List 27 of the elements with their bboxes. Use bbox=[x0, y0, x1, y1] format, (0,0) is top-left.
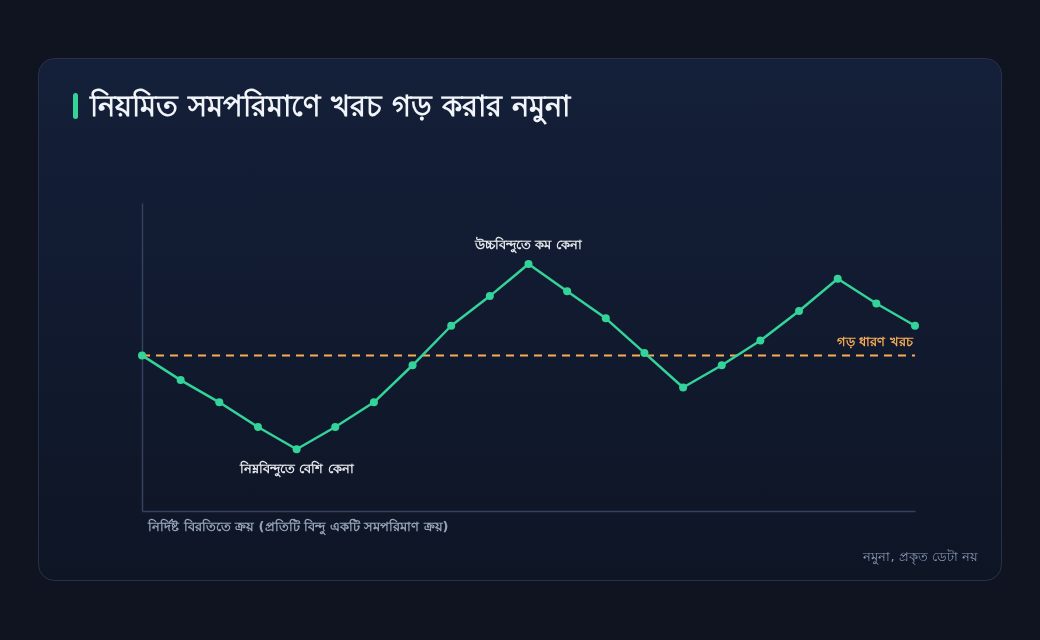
point bbox=[176, 376, 185, 385]
point bbox=[253, 423, 262, 432]
point bbox=[679, 383, 688, 392]
point bbox=[408, 361, 417, 370]
annotation: নিম্নবিন্দুতে বেশি কেনা bbox=[238, 460, 355, 479]
point bbox=[756, 336, 765, 345]
point bbox=[563, 287, 572, 296]
point bbox=[795, 306, 804, 315]
point bbox=[138, 351, 146, 360]
point bbox=[215, 398, 224, 407]
point bbox=[833, 274, 842, 283]
point bbox=[369, 398, 378, 407]
point bbox=[485, 292, 494, 301]
point bbox=[601, 314, 610, 323]
point bbox=[292, 445, 301, 454]
point bbox=[911, 321, 919, 330]
text: নমুনা, প্রকৃত ডেটা নয় bbox=[862, 549, 978, 565]
chart-title: নিয়মিত সমপরিমাণে খরচ গড় করার নমুনা bbox=[89, 88, 573, 125]
point bbox=[872, 299, 881, 308]
ref-line-label: গড় ধারণ খরচ bbox=[836, 334, 914, 350]
point bbox=[717, 361, 726, 370]
point bbox=[447, 321, 456, 330]
point bbox=[640, 348, 649, 357]
x-axis-title: নির্দিষ্ট বিরতিতে ক্রয় (প্রতিটি বিন্দু একটি সমপরিমাণ ক্রয়) bbox=[147, 518, 449, 536]
point bbox=[524, 260, 533, 268]
point bbox=[331, 423, 340, 432]
annotation: উচ্চবিন্দুতে কম কেনা bbox=[473, 236, 584, 254]
